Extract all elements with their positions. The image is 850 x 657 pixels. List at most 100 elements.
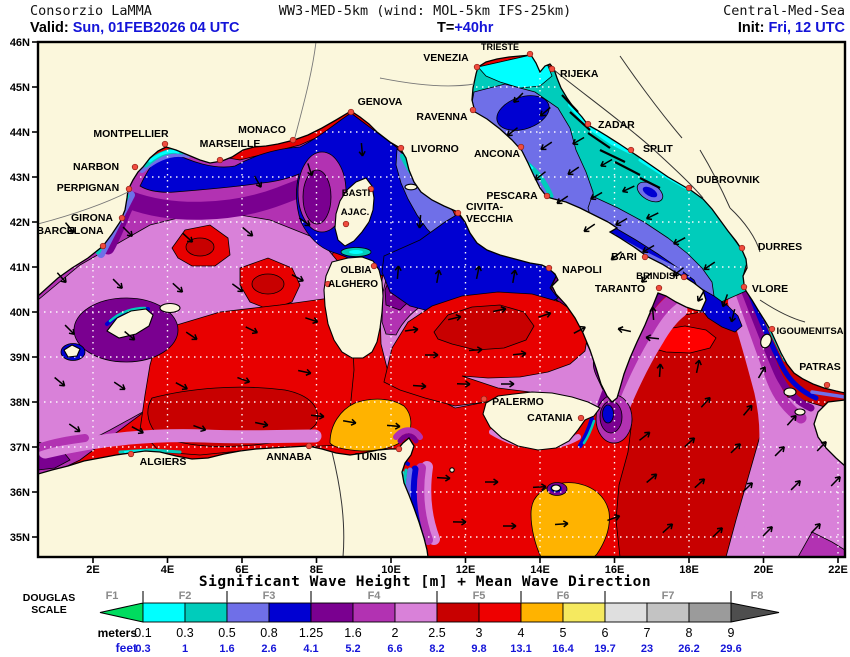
lat-tick-label: 36N: [10, 487, 30, 499]
wave-arrow: [694, 359, 702, 374]
city-marker: [131, 163, 139, 171]
feet-value: 29.6: [720, 643, 741, 655]
map-shape: [568, 103, 632, 154]
map-shape: [810, 390, 845, 399]
wave-arrow: [790, 480, 801, 491]
wave-arrow: [112, 278, 123, 289]
wave-arrow: [583, 223, 596, 233]
city-marker: [823, 381, 831, 389]
city-marker: [99, 242, 107, 250]
legend-segment: [646, 602, 690, 623]
meters-value: 5: [560, 626, 567, 640]
legend-segment: [436, 602, 480, 623]
feet-value: 19.7: [594, 643, 615, 655]
legend-segment: [562, 602, 606, 623]
map-shape: [185, 237, 215, 257]
feet-value: 0.3: [135, 643, 150, 655]
city-marker: [305, 442, 313, 450]
lon-tick-label: 18E: [679, 564, 699, 576]
douglas-force-label: F5: [473, 590, 486, 602]
land-peloponnese: [813, 399, 845, 467]
feet-value: 9.8: [471, 643, 486, 655]
map-shape: TRIESTE VENEZIA RIJEKA GENOVA RAVENNA ZADAR SP…: [38, 42, 845, 557]
map-shape: [729, 207, 761, 253]
map-shape: [148, 149, 180, 163]
lat-tick-label: 41N: [10, 262, 30, 274]
city-label: MONTPELLIER: [93, 128, 169, 140]
wave-arrow: [646, 473, 658, 484]
map-shape: [587, 132, 611, 149]
city-marker: [473, 63, 481, 71]
meters-value: 2: [392, 626, 399, 640]
city-label: GENOVA: [358, 96, 403, 108]
lat-tick-label: 37N: [10, 442, 30, 454]
model-label: WW3-MED-5km (wind: MOL-5km IFS-25km): [278, 3, 572, 19]
valid-label: Valid:: [30, 20, 69, 36]
city-marker: [543, 192, 551, 200]
wave-arrow: [468, 346, 483, 354]
init-time: Init: Fri, 12 UTC: [738, 20, 845, 36]
map-shape: [759, 299, 806, 323]
legend-segment: [478, 602, 522, 623]
wave-arrow: [64, 222, 75, 234]
map-shape: [619, 55, 683, 139]
wave-arrow: [291, 274, 304, 283]
map-shape: [642, 186, 658, 198]
wave-arrow: [172, 282, 184, 293]
city-marker: [526, 50, 534, 58]
city-label: PATRAS: [799, 361, 841, 373]
map-shape: [108, 306, 147, 323]
meters-value: 0.3: [176, 626, 193, 640]
wave-arrow: [510, 269, 518, 284]
wave-arrow: [436, 474, 451, 482]
map-shape: [561, 94, 579, 113]
lon-tick-label: 2E: [86, 564, 99, 576]
city-label: CATANIA: [527, 412, 573, 424]
croatian-islands: [561, 94, 661, 189]
city-marker: [584, 120, 592, 128]
wave-arrow: [645, 212, 659, 221]
city-marker: [627, 146, 635, 154]
lon-tick-label: 16E: [605, 564, 625, 576]
map-shape: [639, 177, 661, 189]
city-marker: [216, 156, 224, 164]
island-zante: [794, 408, 806, 416]
city-label: ANCONA: [474, 148, 520, 160]
city-marker: [347, 108, 355, 116]
wave-arrow: [639, 431, 651, 441]
city-marker: [367, 185, 375, 193]
wave-arrow: [503, 522, 517, 530]
wave-arrow: [307, 163, 315, 177]
wave-arrow: [600, 158, 613, 168]
wave-arrow: [485, 478, 499, 486]
map-shape: [331, 451, 345, 557]
city-label: DUBROVNIK: [696, 174, 760, 186]
land-regions: [38, 42, 845, 557]
map-shape: [393, 427, 423, 440]
map-shape: [741, 288, 815, 412]
wave-arrow: [501, 380, 515, 388]
wave-arrow: [607, 513, 621, 522]
douglas-scale-label: DOUGLAS: [23, 592, 76, 604]
city-label: PESCARA: [486, 190, 538, 202]
map-shape: VECCHIA: [466, 213, 514, 225]
wave-arrow: [810, 522, 821, 534]
meters-value: 0.5: [218, 626, 235, 640]
map-shape: [614, 161, 641, 176]
city-marker: [370, 262, 378, 270]
wave-arrow: [590, 191, 603, 201]
feet-value: 2.6: [261, 643, 276, 655]
wave-arrow: [185, 331, 198, 341]
island-ibiza: [63, 344, 81, 358]
wave-arrow: [742, 482, 754, 493]
map-shape: [419, 461, 440, 545]
city-marker: [125, 185, 133, 193]
lat-tick-label: 46N: [10, 37, 30, 49]
city-marker: [680, 273, 688, 281]
feet-value: 8.2: [429, 643, 444, 655]
city-label: LIVORNO: [411, 143, 459, 155]
lat-tick-label: 43N: [10, 172, 30, 184]
wave-arrow: [68, 423, 81, 433]
init-label: Init:: [737, 20, 765, 36]
island-mallorca: [106, 308, 154, 339]
